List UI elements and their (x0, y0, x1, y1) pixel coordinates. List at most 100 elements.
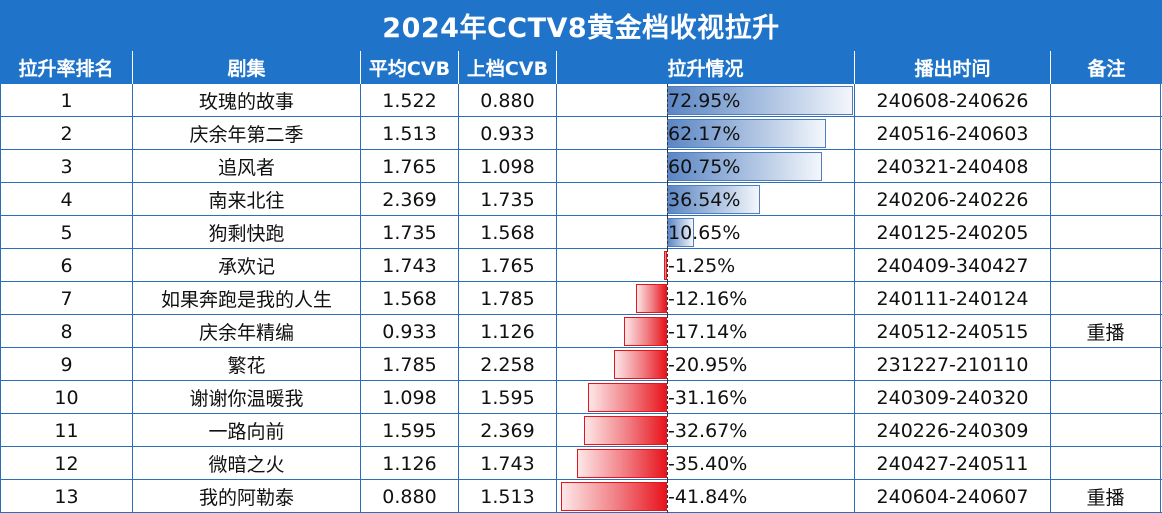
zero-axis-line (667, 249, 668, 282)
zero-axis-line (667, 150, 668, 183)
cell-avg-cvb: 1.126 (360, 447, 458, 480)
header-prev-cvb: 上档CVB (458, 51, 556, 84)
zero-axis-line (667, 183, 668, 216)
cell-series: 狗剩快跑 (132, 216, 360, 249)
cell-series: 微暗之火 (132, 447, 360, 480)
cell-avg-cvb: 1.765 (360, 150, 458, 183)
table-row: 4 南来北往 2.369 1.735 36.54% 240206-240226 (0, 183, 1162, 216)
cell-series: 繁花 (132, 348, 360, 381)
cell-lift: -31.16% (556, 381, 854, 414)
lift-percent-label: 60.75% (668, 155, 741, 178)
header-row: 拉升率排名 剧集 平均CVB 上档CVB 拉升情况 播出时间 备注 (0, 51, 1162, 84)
zero-axis-line (667, 282, 668, 315)
lift-bar-negative (663, 251, 667, 280)
cell-prev-cvb: 1.126 (458, 315, 556, 348)
cell-lift: -17.14% (556, 315, 854, 348)
lift-percent-label: -12.16% (668, 287, 748, 310)
cell-series: 玫瑰的故事 (132, 84, 360, 117)
lift-percent-label: -41.84% (668, 485, 748, 508)
cell-lift: 62.17% (556, 117, 854, 150)
table-row: 11 一路向前 1.595 2.369 -32.67% 240226-240309 (0, 414, 1162, 447)
header-air-dates: 播出时间 (854, 51, 1050, 84)
cell-lift: 72.95% (556, 84, 854, 117)
cell-avg-cvb: 1.785 (360, 348, 458, 381)
cell-series: 庆余年精编 (132, 315, 360, 348)
lift-percent-label: -31.16% (668, 386, 748, 409)
cell-rank: 4 (0, 183, 132, 216)
cell-avg-cvb: 0.933 (360, 315, 458, 348)
lift-percent-label: -32.67% (668, 419, 748, 442)
cell-air-dates: 240512-240515 (854, 315, 1050, 348)
zero-axis-line (667, 381, 668, 414)
cell-avg-cvb: 1.743 (360, 249, 458, 282)
cell-air-dates: 240226-240309 (854, 414, 1050, 447)
cell-air-dates: 240125-240205 (854, 216, 1050, 249)
cell-rank: 8 (0, 315, 132, 348)
cell-rank: 7 (0, 282, 132, 315)
cell-rank: 13 (0, 480, 132, 513)
cell-air-dates: 240516-240603 (854, 117, 1050, 150)
cell-series: 追风者 (132, 150, 360, 183)
cell-note: 重播 (1050, 315, 1161, 348)
cell-lift: -41.84% (556, 480, 854, 513)
cell-air-dates: 240604-240607 (854, 480, 1050, 513)
zero-axis-line (667, 447, 668, 480)
cell-lift: -1.25% (556, 249, 854, 282)
zero-axis-line (667, 216, 668, 249)
cell-series: 谢谢你温暖我 (132, 381, 360, 414)
cell-air-dates: 240409-340427 (854, 249, 1050, 282)
table-title: 2024年CCTV8黄金档收视拉升 (0, 0, 1162, 51)
lift-bar-positive (667, 86, 853, 115)
cell-avg-cvb: 0.880 (360, 480, 458, 513)
cell-lift: 60.75% (556, 150, 854, 183)
table-row: 5 狗剩快跑 1.735 1.568 10.65% 240125-240205 (0, 216, 1162, 249)
lift-bar-negative (584, 416, 667, 445)
cell-air-dates: 240206-240226 (854, 183, 1050, 216)
table-row: 1 玫瑰的故事 1.522 0.880 72.95% 240608-240626 (0, 84, 1162, 117)
cell-rank: 3 (0, 150, 132, 183)
lift-percent-label: 72.95% (668, 89, 741, 112)
cell-note (1050, 414, 1161, 447)
lift-percent-label: -17.14% (668, 320, 748, 343)
cell-note (1050, 381, 1161, 414)
cell-lift: -12.16% (556, 282, 854, 315)
cell-lift: -20.95% (556, 348, 854, 381)
cell-series: 如果奔跑是我的人生 (132, 282, 360, 315)
lift-bar-negative (577, 449, 667, 478)
zero-axis-line (667, 117, 668, 150)
cell-prev-cvb: 1.765 (458, 249, 556, 282)
cell-avg-cvb: 2.369 (360, 183, 458, 216)
zero-axis-line (667, 84, 668, 117)
cell-avg-cvb: 1.595 (360, 414, 458, 447)
lift-bar-negative (613, 350, 667, 379)
cell-air-dates: 240321-240408 (854, 150, 1050, 183)
zero-axis-line (667, 414, 668, 447)
table-row: 3 追风者 1.765 1.098 60.75% 240321-240408 (0, 150, 1162, 183)
header-series: 剧集 (132, 51, 360, 84)
zero-axis-line (667, 348, 668, 381)
table-row: 9 繁花 1.785 2.258 -20.95% 231227-210110 (0, 348, 1162, 381)
cell-prev-cvb: 1.098 (458, 150, 556, 183)
cell-note (1050, 183, 1161, 216)
cell-prev-cvb: 2.258 (458, 348, 556, 381)
cell-avg-cvb: 1.568 (360, 282, 458, 315)
lift-bar-negative (588, 383, 667, 412)
cell-rank: 6 (0, 249, 132, 282)
lift-percent-label: 62.17% (668, 122, 741, 145)
lift-bar-positive (667, 119, 826, 148)
cell-rank: 11 (0, 414, 132, 447)
table-row: 2 庆余年第二季 1.513 0.933 62.17% 240516-240603 (0, 117, 1162, 150)
lift-bar-negative (636, 284, 667, 313)
header-rank: 拉升率排名 (18, 58, 114, 80)
cell-series: 承欢记 (132, 249, 360, 282)
cell-series: 庆余年第二季 (132, 117, 360, 150)
cell-prev-cvb: 1.785 (458, 282, 556, 315)
cell-lift: 10.65% (556, 216, 854, 249)
cell-note (1050, 150, 1161, 183)
cell-note (1050, 447, 1161, 480)
lift-percent-label: -35.40% (668, 452, 748, 475)
header-avg-cvb: 平均CVB (360, 51, 458, 84)
cell-air-dates: 240427-240511 (854, 447, 1050, 480)
cell-lift: -32.67% (556, 414, 854, 447)
cell-avg-cvb: 1.098 (360, 381, 458, 414)
